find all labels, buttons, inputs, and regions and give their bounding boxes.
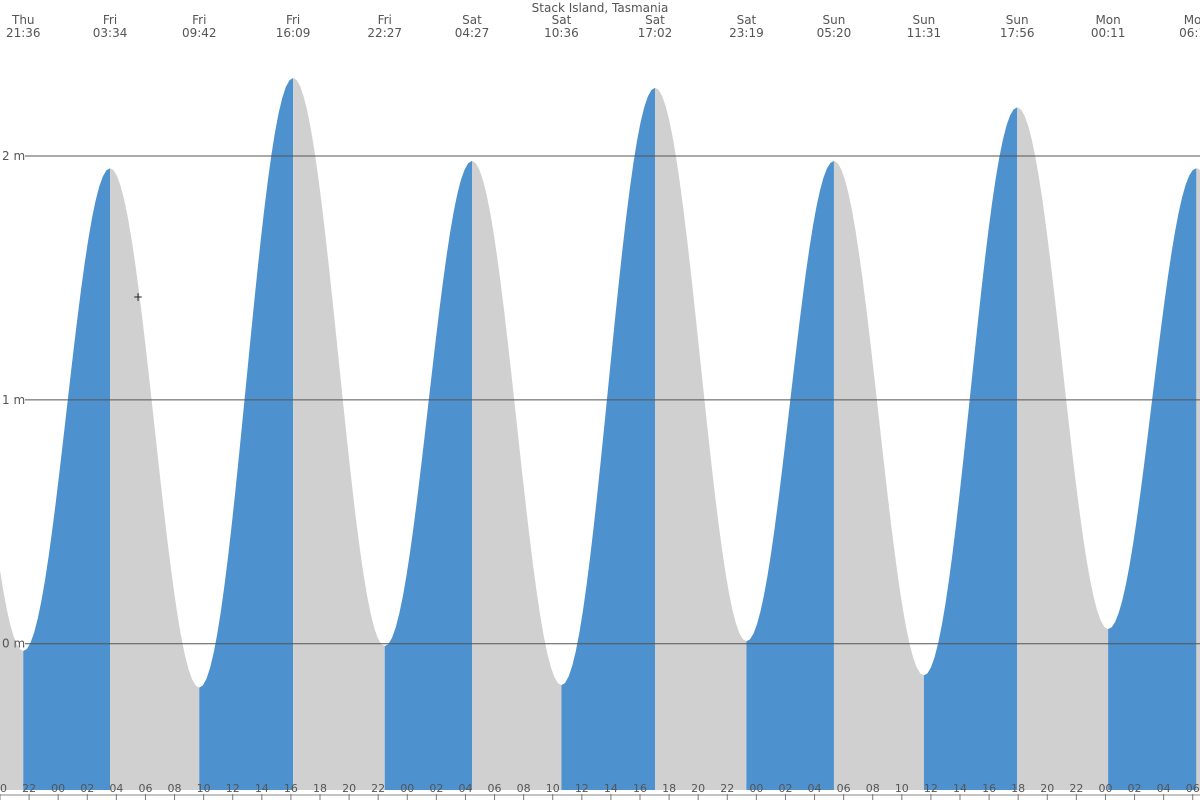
x-tick-label: 08 <box>866 782 880 795</box>
x-tick-label: 06 <box>488 782 502 795</box>
extreme-time-label: 11:31 <box>907 26 942 40</box>
x-tick-label: 14 <box>604 782 618 795</box>
rising-tide-area <box>23 168 111 791</box>
extreme-day-label: Thu <box>11 13 35 27</box>
extreme-day-label: Fri <box>286 13 300 27</box>
extreme-day-label: Sun <box>823 13 846 27</box>
tide-area-layer <box>0 78 1200 791</box>
extreme-day-label: Fri <box>103 13 117 27</box>
x-tick-label: 18 <box>1011 782 1025 795</box>
x-tick-label: 06 <box>837 782 851 795</box>
extreme-day-label: Sat <box>552 13 572 27</box>
extreme-time-label: 22:27 <box>367 26 402 40</box>
x-tick-label: 18 <box>662 782 676 795</box>
falling-tide-area <box>1196 168 1200 791</box>
falling-tide-area <box>0 570 24 790</box>
x-tick-label: 12 <box>924 782 938 795</box>
x-tick-label: 14 <box>953 782 967 795</box>
rising-tide-area <box>561 87 656 790</box>
rising-tide-area <box>199 78 294 790</box>
rising-tide-area <box>746 160 834 790</box>
x-tick-label: 02 <box>1128 782 1142 795</box>
rising-tide-area <box>1108 168 1197 791</box>
extreme-time-label: 04:27 <box>455 26 490 40</box>
x-tick-label: 12 <box>575 782 589 795</box>
x-tick-label: 20 <box>342 782 356 795</box>
rising-tide-area <box>923 107 1018 790</box>
extreme-day-label: Fri <box>192 13 206 27</box>
x-tick-label: 00 <box>1098 782 1112 795</box>
x-tick-label: 06 <box>138 782 152 795</box>
extreme-day-label: Sun <box>912 13 935 27</box>
chart-title: Stack Island, Tasmania <box>532 1 669 15</box>
x-tick-label: 02 <box>80 782 94 795</box>
x-tick-label: 04 <box>808 782 822 795</box>
x-tick-label: 22 <box>371 782 385 795</box>
x-tick-label: 02 <box>429 782 443 795</box>
extreme-time-label: 05:20 <box>817 26 852 40</box>
x-tick-label: 08 <box>517 782 531 795</box>
x-tick-label: 22 <box>22 782 36 795</box>
x-tick-label: 04 <box>458 782 472 795</box>
x-axis: 20 22 00 02 04 06 08 10 12 14 16 18 20 22 00 02 04 06 08 10… <box>0 782 1200 800</box>
x-tick-label: 02 <box>778 782 792 795</box>
extreme-day-label: Sat <box>462 13 482 27</box>
extreme-time-label: 17:02 <box>638 26 673 40</box>
extreme-day-label: Sat <box>645 13 665 27</box>
extreme-time-label: 21:36 <box>6 26 41 40</box>
falling-tide-area <box>833 160 924 790</box>
x-tick-label: 14 <box>255 782 269 795</box>
x-tick-label: 20 <box>0 782 7 795</box>
extreme-time-label: 09:42 <box>182 26 217 40</box>
falling-tide-area <box>110 168 200 791</box>
extreme-day-label: Mon <box>1095 13 1120 27</box>
x-tick-label: 16 <box>633 782 647 795</box>
extremes-header: Thu21:36Fri03:34Fri09:42Fri16:09Fri22:27… <box>6 13 1200 40</box>
y-tick-label: 1 m <box>2 393 25 407</box>
x-tick-label: 08 <box>168 782 182 795</box>
extreme-time-label: 17:56 <box>1000 26 1035 40</box>
x-tick-label: 04 <box>109 782 123 795</box>
extreme-day-label: Mon <box>1184 13 1200 27</box>
x-tick-label: 10 <box>895 782 909 795</box>
x-tick-label: 18 <box>313 782 327 795</box>
x-tick-label: 20 <box>1040 782 1054 795</box>
extreme-time-label: 06:15 <box>1179 26 1200 40</box>
x-tick-label: 20 <box>691 782 705 795</box>
x-tick-label: 00 <box>51 782 65 795</box>
extreme-day-label: Sun <box>1006 13 1029 27</box>
falling-tide-area <box>655 87 747 790</box>
crosshair-cursor-icon: + <box>133 290 143 304</box>
x-tick-label: 16 <box>284 782 298 795</box>
extreme-day-label: Fri <box>378 13 392 27</box>
rising-tide-area <box>384 160 472 790</box>
extreme-time-label: 23:19 <box>729 26 764 40</box>
x-tick-label: 00 <box>400 782 414 795</box>
extreme-time-label: 00:11 <box>1091 26 1126 40</box>
x-tick-label: 22 <box>720 782 734 795</box>
falling-tide-area <box>1017 107 1109 790</box>
x-tick-label: 22 <box>1069 782 1083 795</box>
falling-tide-area <box>293 78 385 790</box>
y-tick-label: 0 m <box>2 637 25 651</box>
y-tick-label: 2 m <box>2 149 25 163</box>
x-tick-label: 12 <box>226 782 240 795</box>
extreme-time-label: 10:36 <box>544 26 579 40</box>
x-tick-label: 00 <box>749 782 763 795</box>
falling-tide-area <box>472 160 562 790</box>
x-tick-label: 16 <box>982 782 996 795</box>
extreme-day-label: Sat <box>737 13 757 27</box>
extreme-time-label: 16:09 <box>276 26 311 40</box>
gridline-layer: 0 m 1 m 2 m <box>2 149 1200 651</box>
x-tick-label: 04 <box>1157 782 1171 795</box>
x-tick-label: 10 <box>546 782 560 795</box>
x-tick-label: 10 <box>197 782 211 795</box>
extreme-time-label: 03:34 <box>93 26 128 40</box>
x-tick-label: 06 <box>1186 782 1200 795</box>
